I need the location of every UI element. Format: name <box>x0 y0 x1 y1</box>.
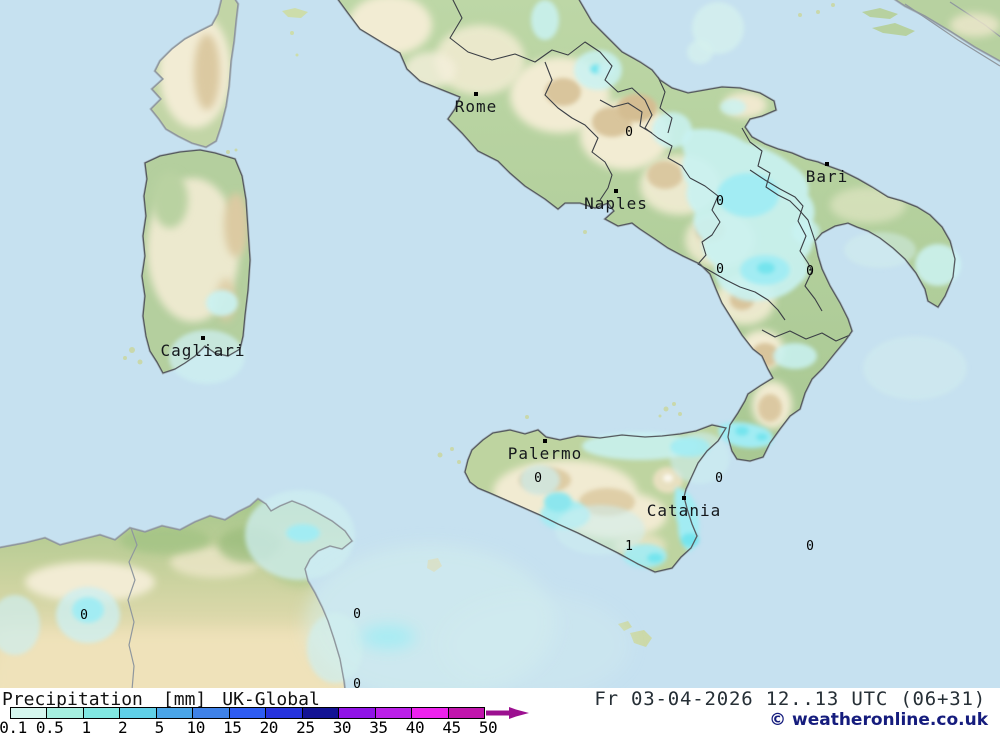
precip-value-marker: 0 <box>80 608 88 623</box>
legend-tick-label: 1 <box>81 718 92 737</box>
legend-color-segment <box>411 708 448 718</box>
legend-title-text: Precipitation <box>2 689 143 710</box>
island-malta <box>618 621 652 647</box>
city-dot <box>614 189 618 193</box>
precip-value-marker: 0 <box>715 471 723 486</box>
precip-value-marker: 0 <box>534 471 542 486</box>
precip-value-marker: 0 <box>806 539 814 554</box>
city-dot <box>682 496 686 500</box>
legend-tick-label: 50 <box>478 718 498 737</box>
city-label: Rome <box>455 97 498 116</box>
legend-tick-label: 35 <box>369 718 388 737</box>
island-corsica <box>151 0 238 147</box>
legend-tick-label: 10 <box>186 718 206 737</box>
city-labels-layer: Rome Naples Bari Cagliari Palermo Catania <box>160 92 849 520</box>
legend-arrow-icon <box>486 707 529 719</box>
legend-color-segment <box>447 708 485 718</box>
city-label: Palermo <box>508 444 582 463</box>
city-dot <box>474 92 478 96</box>
legend-tick-label: 25 <box>296 718 315 737</box>
legend-tick-label: 20 <box>259 718 279 737</box>
region-borders <box>449 0 851 342</box>
legend-color-segment <box>228 708 266 718</box>
legend-color-segment <box>192 708 229 718</box>
city-marker: Rome <box>455 92 498 116</box>
precip-value-marker: 0 <box>716 262 724 277</box>
city-label: Catania <box>647 501 721 520</box>
legend-tick-label: 15 <box>223 718 242 737</box>
city-label: Naples <box>584 194 648 213</box>
city-marker: Cagliari <box>160 336 245 360</box>
legend-color-segment <box>46 708 83 718</box>
city-marker: Palermo <box>508 439 582 463</box>
legend-tick-label: 5 <box>154 718 165 737</box>
legend-tick-label: 45 <box>442 718 461 737</box>
legend-ticks: 0.1 0.5 1 2 5 10 15 20 25 30 35 40 45 50 <box>0 718 530 737</box>
precip-value-marker: 0 <box>806 264 814 279</box>
copyright: © weatheronline.co.uk <box>769 710 988 730</box>
precip-value-marker: 0 <box>716 194 724 209</box>
legend-colorbar <box>10 707 485 719</box>
city-label: Cagliari <box>160 341 245 360</box>
legend-band: Precipitation [mm] UK-Global 0.1 0.5 1 2 5 10 15… <box>0 688 1000 737</box>
city-dot <box>543 439 547 443</box>
value-markers-layer: 0 0 0 0 0 0 1 0 0 0 0 <box>80 125 814 689</box>
city-dot <box>201 336 205 340</box>
legend-tick-label: 30 <box>332 718 352 737</box>
precipitation-overlay <box>0 0 967 689</box>
forecast-datetime: Fr 03-04-2026 12..13 UTC (06+31) <box>594 688 986 710</box>
precip-value-marker: 0 <box>353 607 361 622</box>
legend-color-segment <box>119 708 156 718</box>
legend-units: [mm] <box>162 689 207 710</box>
city-marker: Bari <box>806 162 849 186</box>
legend-tick-label: 40 <box>405 718 425 737</box>
legend-tick-label: 0.5 <box>35 718 64 737</box>
legend-color-segment <box>265 708 302 718</box>
city-dot <box>825 162 829 166</box>
legend-model: UK-Global <box>222 689 320 710</box>
island-elba <box>282 8 308 57</box>
precip-value-marker: 0 <box>353 677 361 689</box>
legend-color-segment <box>374 708 412 718</box>
legend-tick-label: 0.1 <box>0 718 27 737</box>
legend-color-segment <box>155 708 193 718</box>
city-marker: Catania <box>647 496 721 520</box>
precip-value-marker: 1 <box>625 539 633 554</box>
legend-tick-label: 2 <box>118 718 128 737</box>
precip-value-marker: 0 <box>625 125 633 140</box>
legend-color-segment <box>338 708 375 718</box>
legend-color-segment <box>11 708 47 718</box>
city-label: Bari <box>806 167 849 186</box>
legend-color-segment <box>301 708 339 718</box>
legend-title: Precipitation [mm] UK-Global <box>2 689 320 710</box>
landmass-balkan-coast <box>862 0 1000 67</box>
legend-color-segment <box>82 708 120 718</box>
city-marker: Naples <box>584 189 648 213</box>
weather-map: 0 0 0 0 0 0 1 0 0 0 0 Rome Naples Bari Cagliari Palerm… <box>0 0 1000 689</box>
